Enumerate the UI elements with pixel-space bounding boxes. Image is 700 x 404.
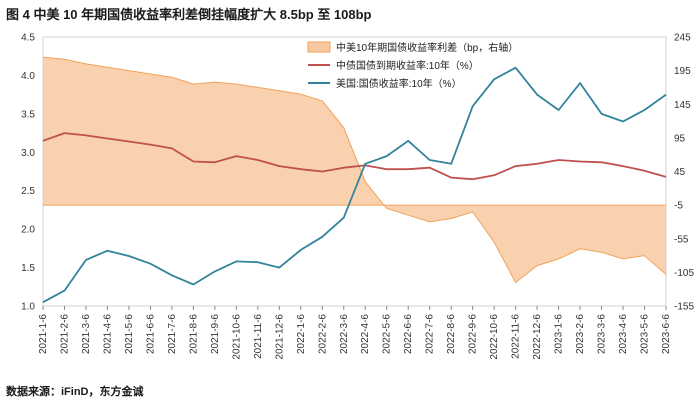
x-tick-label: 2023-3-6 bbox=[597, 314, 608, 354]
x-tick-label: 2021-3-6 bbox=[81, 314, 92, 354]
x-tick-label: 2022-4-6 bbox=[360, 314, 371, 354]
x-tick-label: 2023-4-6 bbox=[618, 314, 629, 354]
y-left-tick-label: 1.5 bbox=[21, 263, 35, 274]
x-tick-label: 2021-5-6 bbox=[124, 314, 135, 354]
y-left-tick-label: 1.0 bbox=[21, 302, 35, 313]
y-left-tick-label: 2.5 bbox=[21, 186, 35, 197]
y-right-tick-label: 45 bbox=[674, 167, 686, 178]
y-left-tick-label: 2.0 bbox=[21, 225, 35, 236]
x-tick-label: 2021-11-6 bbox=[253, 314, 264, 359]
y-left-tick-label: 4.0 bbox=[21, 71, 35, 82]
legend: 中美10年期国债收益率利差（bp，右轴） 中债国债到期收益率:10年（%） 美国… bbox=[307, 41, 518, 90]
cn-10y-yield-line bbox=[42, 132, 667, 181]
x-tick-label: 2022-3-6 bbox=[339, 314, 350, 354]
x-tick-label: 2022-8-6 bbox=[446, 314, 457, 354]
x-tick-label: 2021-1-6 bbox=[38, 314, 49, 354]
x-tick-label: 2022-10-6 bbox=[489, 314, 500, 360]
x-tick-label: 2021-9-6 bbox=[210, 314, 221, 354]
x-tick-label: 2021-7-6 bbox=[167, 314, 178, 354]
x-tick-label: 2022-11-6 bbox=[511, 314, 522, 359]
spread-area-outline bbox=[42, 56, 667, 284]
x-tick-label: 2023-5-6 bbox=[640, 314, 651, 354]
x-tick-label: 2021-4-6 bbox=[102, 314, 113, 354]
data-source-note: 数据来源：iFinD，东方金诚 bbox=[6, 386, 144, 398]
x-tick-label: 2021-12-6 bbox=[274, 314, 285, 360]
y-left-tick-label: 3.5 bbox=[21, 109, 35, 120]
legend-label-us-yield: 美国:国债收益率:10年（%） bbox=[336, 77, 462, 90]
legend-label-cn-yield: 中债国债到期收益率:10年（%） bbox=[336, 59, 479, 72]
legend-label-spread: 中美10年期国债收益率利差（bp，右轴） bbox=[336, 41, 518, 54]
legend-swatch-spread bbox=[307, 41, 331, 53]
y-right-tick-label: 145 bbox=[674, 100, 691, 111]
y-right-tick-label: -5 bbox=[674, 201, 683, 212]
x-tick-label: 2022-5-6 bbox=[382, 314, 393, 354]
y-left-tick-label: 3.0 bbox=[21, 148, 35, 159]
yield-lines-layer bbox=[42, 66, 667, 303]
x-tick-label: 2023-6-6 bbox=[661, 314, 672, 354]
x-tick-label: 2021-6-6 bbox=[145, 314, 156, 354]
y-right-tick-label: 95 bbox=[674, 133, 686, 144]
y-left-tick-label: 4.5 bbox=[21, 33, 35, 44]
spread-area-layer bbox=[42, 56, 667, 284]
x-tick-label: 2022-6-6 bbox=[403, 314, 414, 354]
y-right-tick-label: 195 bbox=[674, 66, 691, 77]
x-tick-label: 2021-2-6 bbox=[59, 314, 70, 354]
x-tick-label: 2021-8-6 bbox=[188, 314, 199, 354]
y-right-tick-label: -155 bbox=[674, 302, 694, 313]
y-right-tick-label: -55 bbox=[674, 234, 689, 245]
axis-layer: 1.0 1.5 2.0 2.5 3.0 3.5 4.0 4.5 -155 -105 -55 -5 45 9… bbox=[21, 33, 694, 360]
spread-area-fill bbox=[43, 57, 666, 283]
y-right-tick-label: 245 bbox=[674, 33, 691, 44]
chart-title: 图 4 中美 10 年期国债收益率利差倒挂幅度扩大 8.5bp 至 108bp bbox=[6, 7, 372, 22]
x-tick-label: 2023-1-6 bbox=[554, 314, 565, 354]
x-tick-label: 2022-12-6 bbox=[532, 314, 543, 360]
x-tick-label: 2022-2-6 bbox=[317, 314, 328, 354]
x-tick-label: 2021-10-6 bbox=[231, 314, 242, 360]
x-tick-label: 2022-1-6 bbox=[296, 314, 307, 354]
x-tick-label: 2022-7-6 bbox=[425, 314, 436, 354]
y-right-tick-label: -105 bbox=[674, 268, 694, 279]
us-10y-yield-line bbox=[42, 66, 667, 303]
x-tick-label: 2023-2-6 bbox=[575, 314, 586, 354]
x-tick-label: 2022-9-6 bbox=[468, 314, 479, 354]
